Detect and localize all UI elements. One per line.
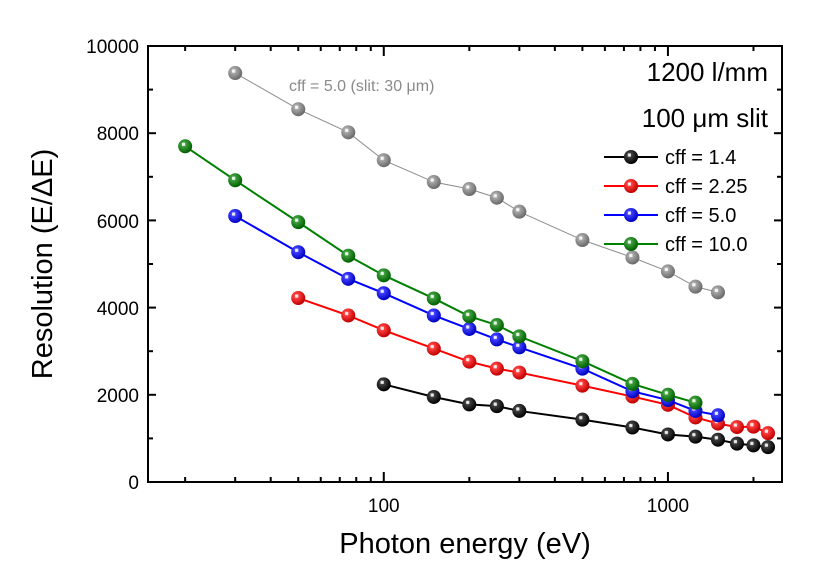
data-point [575, 412, 590, 427]
y-tick-label: 0 [128, 473, 139, 494]
data-point [512, 340, 527, 355]
data-point [512, 329, 527, 344]
data-point [710, 408, 725, 423]
data-point [512, 204, 527, 219]
data-point [178, 139, 193, 154]
data-point [341, 125, 356, 140]
data-point [291, 215, 306, 230]
data-point [660, 427, 675, 442]
x-tick-label: 100 [368, 496, 400, 517]
data-point [426, 389, 441, 404]
data-point [688, 279, 703, 294]
data-point [729, 436, 744, 451]
data-point [462, 354, 477, 369]
x-axis-title: Photon energy (eV) [339, 528, 590, 560]
data-point [729, 420, 744, 435]
data-point [489, 361, 504, 376]
series-cff-5-0-slit-30-m- [228, 66, 725, 300]
data-point [376, 377, 391, 392]
data-point [376, 323, 391, 338]
y-axis-title: Resolution (E/ΔE) [27, 149, 59, 380]
legend: cff = 1.4 cff = 2.25 cff = 5.0 cff = 10.… [604, 147, 747, 256]
y-tick-labels: 0 2000 4000 6000 8000 10000 [86, 37, 139, 494]
data-point [746, 419, 761, 434]
data-point [426, 291, 441, 306]
data-point [341, 308, 356, 323]
series-line [184, 145, 696, 404]
data-point [688, 395, 703, 410]
slit-label: 100 μm slit [642, 103, 769, 133]
data-point [462, 321, 477, 336]
y-tick-label: 8000 [97, 124, 139, 145]
data-point [625, 250, 640, 265]
x-tick-label: 1000 [647, 496, 689, 517]
x-axis-ticks [184, 46, 755, 482]
data-point [761, 426, 776, 441]
data-point [341, 248, 356, 263]
series-line [234, 215, 719, 417]
data-point [462, 182, 477, 197]
data-point [660, 264, 675, 279]
data-point [291, 291, 306, 306]
data-point [426, 175, 441, 190]
data-point [575, 354, 590, 369]
data-point [489, 399, 504, 414]
data-point [462, 309, 477, 324]
data-point [624, 179, 638, 193]
y-axis-ticks [148, 45, 782, 483]
data-point [710, 432, 725, 447]
legend-label: cff = 1.4 [665, 147, 736, 169]
data-point [512, 403, 527, 418]
data-point [228, 173, 243, 188]
data-point [291, 102, 306, 117]
series-cff-2-25 [291, 291, 776, 441]
legend-entry: cff = 2.25 [604, 176, 747, 198]
data-point [624, 208, 638, 222]
data-point [512, 365, 527, 380]
data-point [228, 209, 243, 224]
y-tick-label: 10000 [86, 37, 139, 58]
data-point [688, 429, 703, 444]
legend-label: cff = 2.25 [665, 176, 747, 198]
data-point [660, 387, 675, 402]
data-point [489, 318, 504, 333]
legend-entry: cff = 10.0 [604, 234, 747, 256]
data-point [575, 233, 590, 248]
data-point [376, 268, 391, 283]
data-point [228, 66, 243, 81]
data-point [426, 341, 441, 356]
data-point [575, 378, 590, 393]
series-cff-1-4 [376, 377, 776, 455]
series-cff-10-0 [178, 139, 703, 410]
data-point [710, 285, 725, 300]
data-point [746, 438, 761, 453]
data-point [376, 153, 391, 168]
data-point [489, 332, 504, 347]
legend-entry: cff = 1.4 [604, 147, 736, 169]
data-point [624, 237, 638, 251]
data-point [341, 271, 356, 286]
data-point [462, 397, 477, 412]
data-point [761, 440, 776, 455]
gray-series-annotation: cff = 5.0 (slit: 30 μm) [289, 78, 434, 95]
y-tick-label: 4000 [97, 299, 139, 320]
data-point [624, 150, 638, 164]
series-layer [178, 66, 776, 455]
data-point [625, 376, 640, 391]
legend-label: cff = 10.0 [665, 234, 747, 256]
series-line [383, 383, 769, 449]
data-point [489, 190, 504, 205]
x-tick-labels: 100 1000 [368, 496, 689, 517]
legend-label: cff = 5.0 [665, 205, 736, 227]
grating-label: 1200 l/mm [647, 57, 768, 87]
data-point [426, 308, 441, 323]
y-tick-label: 6000 [97, 212, 139, 233]
legend-entry: cff = 5.0 [604, 205, 736, 227]
y-tick-label: 2000 [97, 386, 139, 407]
data-point [625, 420, 640, 435]
data-point [291, 245, 306, 260]
data-point [376, 286, 391, 301]
